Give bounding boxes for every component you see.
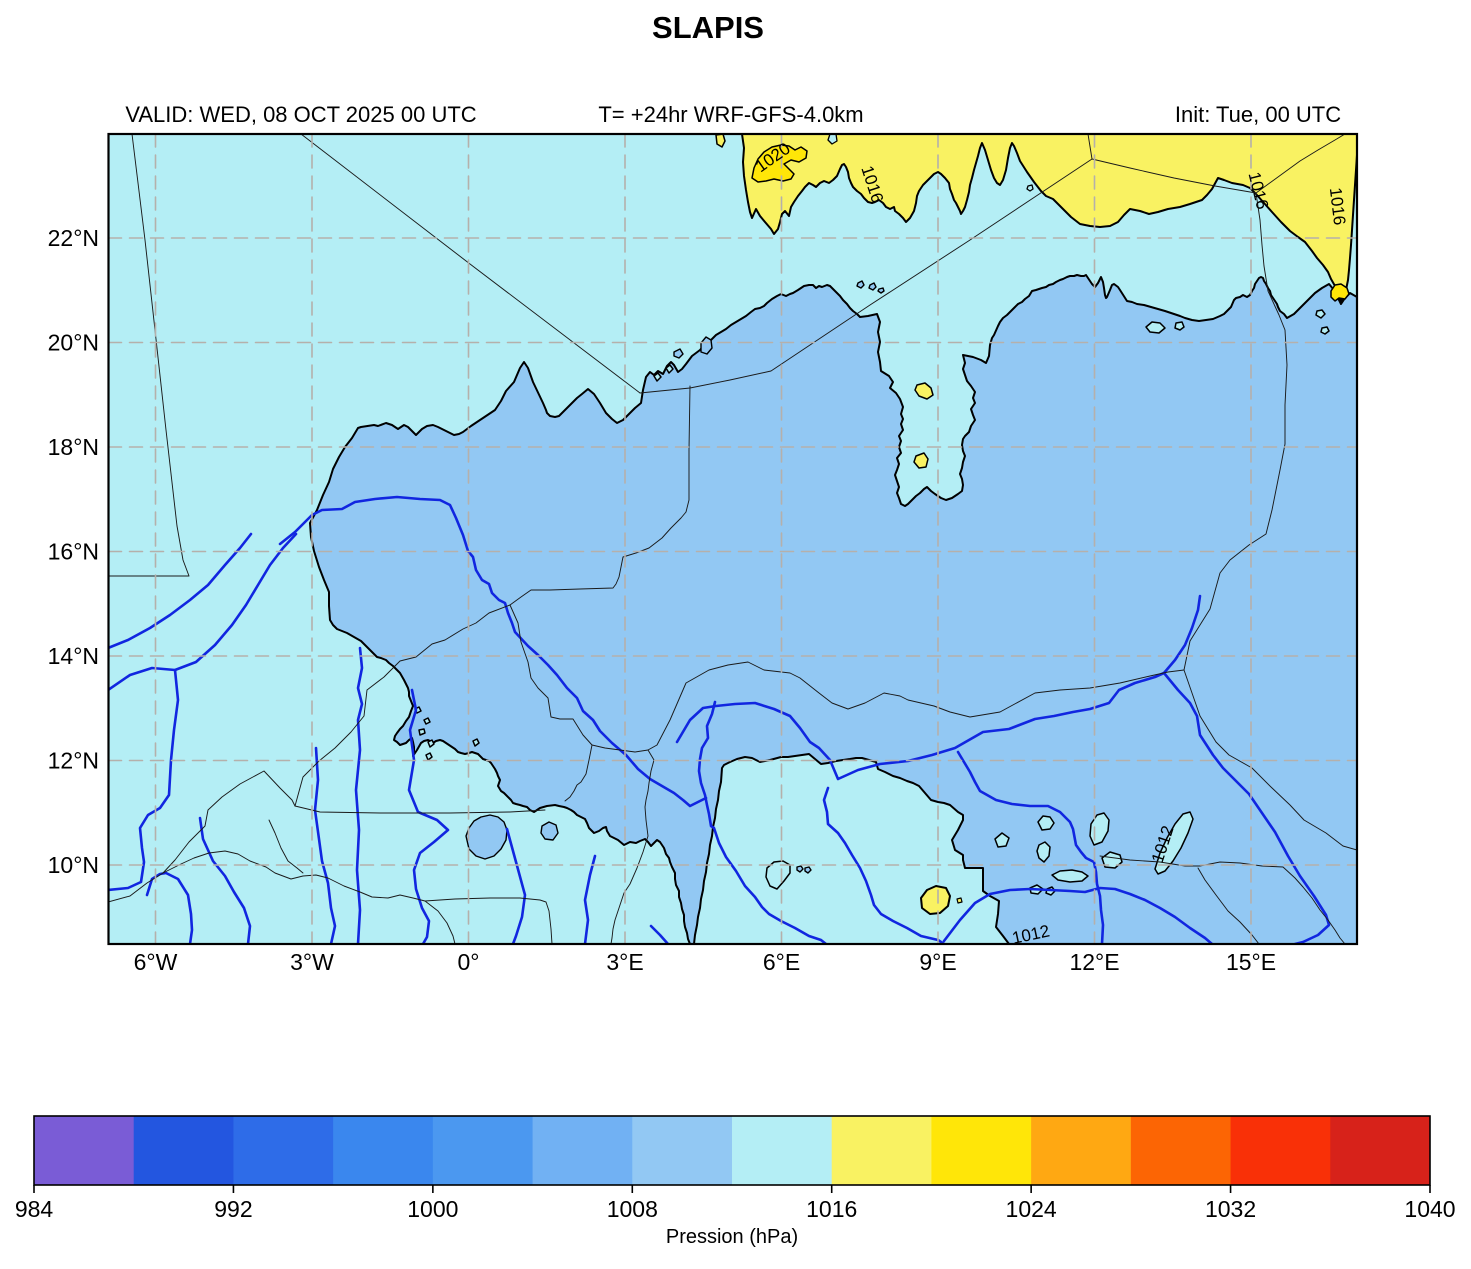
svg-text:14°N: 14°N <box>48 643 99 669</box>
svg-text:6°W: 6°W <box>134 949 178 975</box>
svg-text:984: 984 <box>15 1196 54 1222</box>
svg-text:12°N: 12°N <box>48 748 99 774</box>
svg-text:3°W: 3°W <box>290 949 334 975</box>
svg-text:20°N: 20°N <box>48 330 99 356</box>
svg-text:1016: 1016 <box>1326 186 1349 226</box>
svg-text:1012: 1012 <box>1010 921 1051 947</box>
svg-text:1032: 1032 <box>1205 1196 1256 1222</box>
svg-text:VALID: WED, 08 OCT 2025 00 UTC: VALID: WED, 08 OCT 2025 00 UTC <box>125 102 476 127</box>
svg-text:3°E: 3°E <box>606 949 643 975</box>
svg-text:12°E: 12°E <box>1069 949 1119 975</box>
svg-text:Init: Tue, 00 UTC: Init: Tue, 00 UTC <box>1175 102 1341 127</box>
svg-text:6°E: 6°E <box>763 949 800 975</box>
svg-text:1000: 1000 <box>407 1196 458 1222</box>
svg-text:16°N: 16°N <box>48 539 99 565</box>
svg-text:Pression (hPa): Pression (hPa) <box>666 1226 798 1248</box>
svg-text:1008: 1008 <box>607 1196 658 1222</box>
svg-text:0°: 0° <box>458 949 480 975</box>
svg-text:18°N: 18°N <box>48 434 99 460</box>
svg-text:1024: 1024 <box>1006 1196 1057 1222</box>
svg-text:22°N: 22°N <box>48 225 99 251</box>
svg-text:15°E: 15°E <box>1226 949 1276 975</box>
svg-text:992: 992 <box>214 1196 252 1222</box>
svg-text:T= +24hr WRF-GFS-4.0km: T= +24hr WRF-GFS-4.0km <box>598 102 863 127</box>
svg-text:9°E: 9°E <box>919 949 956 975</box>
svg-text:10°N: 10°N <box>48 852 99 878</box>
svg-text:SLAPIS: SLAPIS <box>652 10 764 45</box>
svg-text:1016: 1016 <box>806 1196 857 1222</box>
svg-text:1040: 1040 <box>1404 1196 1455 1222</box>
